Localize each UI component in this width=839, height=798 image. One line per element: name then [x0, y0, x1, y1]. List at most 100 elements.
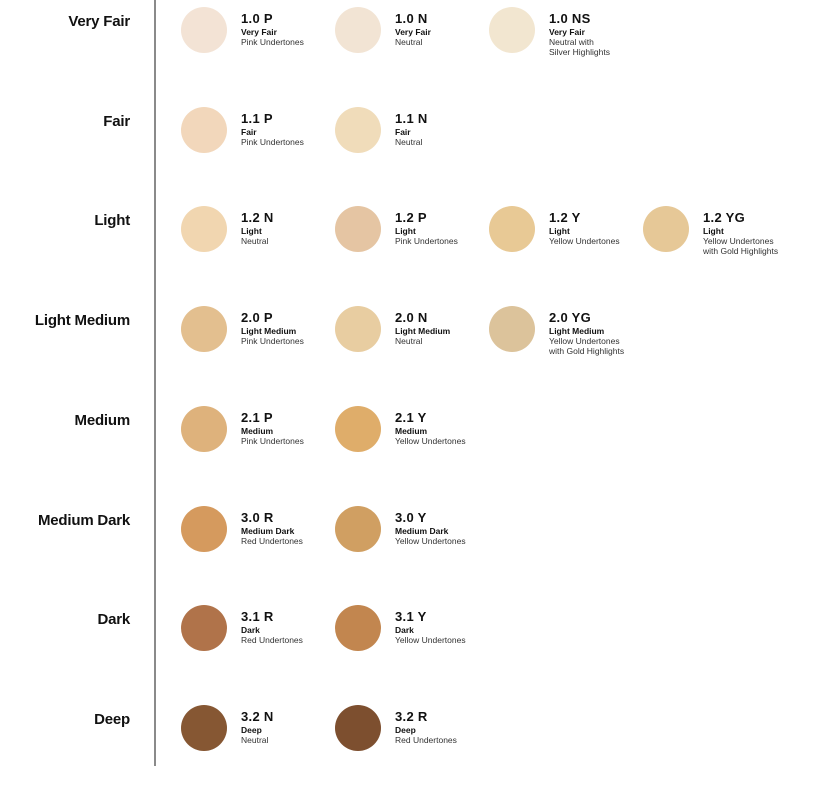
shade-level: Deep	[395, 724, 416, 735]
shade-code: 2.0 P	[241, 310, 273, 326]
shade-item: 1.1 N Fair Neutral	[335, 106, 485, 187]
shade-code: 3.0 Y	[395, 509, 427, 525]
shade-info: 3.2 N Deep Neutral	[241, 710, 274, 745]
shade-level: Fair	[395, 126, 411, 137]
shade-info: 1.2 N Light Neutral	[241, 211, 274, 246]
shade-code: 1.2 YG	[703, 210, 746, 226]
shade-info: 1.0 N Very Fair Neutral	[395, 12, 431, 47]
shade-description: Pink Undertones	[241, 435, 304, 446]
shade-row: Deep 3.2 N Deep Neutral 3.2 R Deep Red U…	[0, 698, 839, 798]
shade-level: Light	[395, 226, 416, 237]
shade-row: Medium Dark 3.0 R Medium Dark Red Undert…	[0, 499, 839, 599]
shade-description: Pink Undertones	[395, 236, 458, 247]
shade-description: Yellow Undertones	[549, 236, 620, 247]
shade-item: 1.2 YG Light Yellow Undertones with Gold…	[643, 206, 793, 286]
shade-info: 2.0 YG Light Medium Yellow Undertones wi…	[549, 311, 624, 356]
shade-description: Neutral	[395, 136, 423, 147]
shade-row: Light Medium 2.0 P Light Medium Pink Und…	[0, 299, 839, 399]
shade-item: 3.1 R Dark Red Undertones	[181, 605, 331, 685]
shade-row: Medium 2.1 P Medium Pink Undertones 2.1 …	[0, 399, 839, 499]
shade-level: Deep	[241, 724, 262, 735]
shade-code: 3.1 Y	[395, 609, 427, 625]
shade-info: 3.1 R Dark Red Undertones	[241, 610, 303, 645]
shade-swatch	[181, 206, 227, 253]
shade-swatch	[335, 106, 381, 153]
shade-description: Red Undertones	[395, 734, 457, 745]
category-label: Light	[94, 212, 130, 230]
shade-row: Light 1.2 N Light Neutral 1.2 P Light Pi…	[0, 199, 839, 299]
category-label: Deep	[94, 710, 130, 728]
shade-level: Medium	[395, 425, 428, 436]
shade-swatch	[489, 7, 535, 53]
shade-swatch	[335, 605, 381, 652]
shade-item: 3.1 Y Dark Yellow Undertones	[335, 605, 485, 685]
shade-info: 1.2 YG Light Yellow Undertones with Gold…	[703, 211, 778, 256]
shade-description: Pink Undertones	[241, 336, 304, 347]
shade-description: Pink Undertones	[241, 37, 304, 47]
shade-info: 2.1 P Medium Pink Undertones	[241, 411, 304, 446]
shade-level: Very Fair	[549, 27, 585, 37]
shade-swatch	[181, 405, 227, 452]
shade-level: Light	[549, 226, 570, 237]
shade-item: 3.2 R Deep Red Undertones	[335, 704, 485, 785]
shade-swatch	[181, 106, 227, 153]
shade-item: 2.0 P Light Medium Pink Undertones	[181, 306, 331, 386]
shade-info: 1.1 N Fair Neutral	[395, 112, 428, 147]
shade-description: Neutral	[241, 734, 269, 745]
shade-item: 3.0 R Medium Dark Red Undertones	[181, 505, 331, 586]
shade-swatch	[181, 704, 227, 751]
shade-description: Yellow Undertones	[395, 535, 466, 546]
shade-swatch	[489, 206, 535, 253]
shade-code: 3.2 R	[395, 708, 428, 724]
shade-swatch	[335, 405, 381, 452]
shade-code: 2.1 Y	[395, 409, 427, 425]
shade-description: Neutral	[395, 37, 423, 47]
shade-info: 1.0 NS Very Fair Neutral with Silver Hig…	[549, 12, 610, 57]
shade-description: Yellow Undertones	[395, 635, 466, 646]
shade-item: 2.0 YG Light Medium Yellow Undertones wi…	[489, 306, 639, 386]
shade-item: 1.2 Y Light Yellow Undertones	[489, 206, 639, 286]
shade-item: 1.0 P Very Fair Pink Undertones	[181, 7, 331, 87]
shade-swatch	[181, 605, 227, 652]
shade-code: 2.0 YG	[549, 310, 592, 326]
shade-item: 1.0 N Very Fair Neutral	[335, 7, 485, 87]
shade-code: 3.2 N	[241, 708, 274, 724]
shade-level: Very Fair	[395, 27, 431, 37]
shade-code: 1.2 P	[395, 210, 427, 226]
shade-code: 1.2 Y	[549, 210, 581, 226]
shade-code: 1.2 N	[241, 210, 274, 226]
shade-info: 3.0 Y Medium Dark Yellow Undertones	[395, 511, 466, 546]
shade-description: Yellow Undertones with Gold Highlights	[703, 236, 779, 257]
shade-description: Neutral	[241, 236, 269, 247]
shade-level: Light	[703, 226, 724, 237]
category-label: Medium	[74, 411, 131, 429]
shade-code: 3.0 R	[241, 509, 274, 525]
shade-level: Very Fair	[241, 27, 277, 37]
shade-info: 2.0 P Light Medium Pink Undertones	[241, 311, 304, 346]
shade-info: 2.1 Y Medium Yellow Undertones	[395, 411, 466, 446]
shade-swatch	[181, 505, 227, 552]
shade-info: 2.0 N Light Medium Neutral	[395, 311, 450, 346]
shade-code: 1.0 P	[241, 11, 273, 26]
shade-code: 1.1 P	[241, 110, 273, 126]
vertical-divider	[154, 0, 156, 766]
category-label: Light Medium	[34, 312, 130, 330]
shade-swatch	[335, 206, 381, 253]
shade-level: Medium	[241, 425, 274, 436]
shade-level: Medium Dark	[395, 525, 449, 536]
shade-item: 1.2 P Light Pink Undertones	[335, 206, 485, 286]
shade-code: 2.1 P	[241, 409, 273, 425]
shade-level: Light Medium	[395, 326, 451, 337]
shade-item: 1.2 N Light Neutral	[181, 206, 331, 286]
shade-level: Dark	[395, 625, 414, 636]
shade-code: 3.1 R	[241, 609, 274, 625]
shade-info: 1.2 P Light Pink Undertones	[395, 211, 458, 246]
shade-description: Yellow Undertones	[395, 435, 466, 446]
shade-description: Pink Undertones	[241, 136, 304, 147]
shade-description: Yellow Undertones with Gold Highlights	[549, 336, 625, 357]
shade-swatch	[335, 306, 381, 353]
shade-info: 1.0 P Very Fair Pink Undertones	[241, 12, 304, 47]
shade-swatch	[335, 704, 381, 751]
shade-description: Red Undertones	[241, 535, 303, 546]
shade-level: Light	[241, 226, 262, 237]
